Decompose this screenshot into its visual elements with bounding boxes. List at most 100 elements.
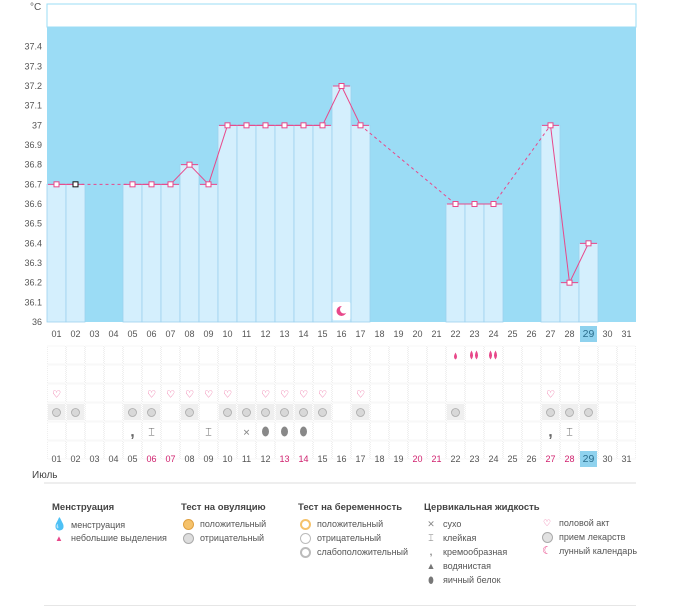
- x-tick-label: 16: [336, 329, 346, 339]
- temperature-point: [224, 122, 231, 129]
- plot-top-strip: [46, 3, 637, 28]
- x-tick-label: 25: [507, 329, 517, 339]
- legend-cervical-eggwhite: ⬮ яичный белок: [424, 573, 540, 587]
- grid-cell: [560, 383, 579, 403]
- grid-cell: [617, 345, 636, 365]
- grid-cell: [199, 345, 218, 365]
- grid-cell: [332, 421, 351, 441]
- grid-cell: [579, 345, 598, 365]
- today-highlight: [580, 326, 597, 342]
- grid-cell: [218, 440, 237, 460]
- pregnancy-negative-icon: [298, 531, 312, 545]
- grid-cell: [484, 383, 503, 403]
- grid-cell: [389, 421, 408, 441]
- temperature-line-segment: [341, 85, 361, 126]
- y-tick-label: 37.3: [24, 61, 42, 71]
- cervical-sticky-icon: ⌶: [205, 426, 212, 439]
- grid-cell: [427, 440, 446, 460]
- grid-cell: [408, 421, 427, 441]
- grid-cell: [351, 383, 370, 403]
- grid-cell: [199, 383, 218, 403]
- grid-cell: [199, 364, 218, 384]
- grid-cell: [484, 440, 503, 460]
- grid-cell: [161, 345, 180, 365]
- grid-cell: [617, 402, 636, 422]
- cervical-dry-icon: ✕: [243, 428, 251, 438]
- medicine-pill-icon: [261, 408, 270, 417]
- grid-cell: [294, 383, 313, 403]
- temperature-bar: [464, 203, 485, 323]
- intercourse-heart-icon: ♡: [261, 390, 270, 401]
- temperature-point: [53, 181, 60, 188]
- temperature-point: [300, 122, 307, 129]
- bottom-day-label: 16: [336, 454, 346, 464]
- grid-cell: [256, 383, 275, 403]
- y-tick-label: 36.5: [24, 219, 42, 229]
- grid-cell: [123, 345, 142, 365]
- y-tick-label: 37.1: [24, 101, 42, 111]
- menstruation-icon: [489, 350, 497, 360]
- grid-cell: [161, 440, 180, 460]
- temperature-line-segment: [360, 124, 456, 205]
- grid-cell: [47, 364, 66, 384]
- grid-cell: [370, 440, 389, 460]
- temperature-point: [186, 161, 193, 168]
- x-tick-label: 31: [621, 329, 631, 339]
- grid-cell: [389, 364, 408, 384]
- grid-cell: [161, 421, 180, 441]
- temperature-bar: [293, 124, 314, 323]
- grid-cell: [123, 402, 142, 422]
- grid-cell: [256, 402, 275, 422]
- grid-cell: [85, 402, 104, 422]
- grid-cell: [85, 364, 104, 384]
- dry-icon: ✕: [427, 519, 435, 529]
- grid-cell: [427, 364, 446, 384]
- grid-cell: [66, 364, 85, 384]
- bottom-day-label: 13: [279, 454, 289, 464]
- menstruation-icon: [470, 350, 478, 360]
- grid-cell: [351, 364, 370, 384]
- grid-cell: [503, 364, 522, 384]
- spotting-icon: [454, 352, 457, 360]
- watery-icon: ▲: [426, 561, 436, 571]
- bottom-day-label: 11: [242, 454, 251, 464]
- intercourse-heart-icon: ♡: [166, 390, 175, 401]
- grid-cell: [104, 440, 123, 460]
- bottom-day-label: 29: [583, 453, 595, 465]
- temperature-point: [148, 181, 155, 188]
- x-tick-label: 23: [469, 329, 479, 339]
- grid-cell: [446, 421, 465, 441]
- medicine-pill-icon: [356, 408, 365, 417]
- grid-cell: [47, 345, 66, 365]
- grid-cell: [180, 440, 199, 460]
- grid-cell: [180, 364, 199, 384]
- grid-cell: [541, 345, 560, 365]
- temperature-bar: [255, 124, 276, 323]
- grid-cell: [142, 421, 161, 441]
- grid-cell: [218, 383, 237, 403]
- medicine-pill-icon: [299, 408, 308, 417]
- temperature-bar: [274, 124, 295, 323]
- temperature-bar: [217, 124, 238, 323]
- grid-cell: [294, 440, 313, 460]
- grid-cell: [522, 345, 541, 365]
- grid-cell: [617, 364, 636, 384]
- temperature-bar: [198, 183, 219, 323]
- grid-cell: [104, 383, 123, 403]
- grid-cell: [484, 421, 503, 441]
- grid-cell: [85, 421, 104, 441]
- legend-ovulation-positive: положительный: [181, 517, 266, 531]
- grid-cell: [579, 383, 598, 403]
- grid-cell: [370, 383, 389, 403]
- legend-cervical-sticky: ⌶ клейкая: [424, 531, 540, 545]
- x-tick-label: 13: [279, 329, 289, 339]
- temperature-point: [129, 181, 136, 188]
- x-tick-label: 08: [184, 329, 194, 339]
- temperature-point: [281, 122, 288, 129]
- grid-cell: [541, 383, 560, 403]
- grid-cell: [275, 421, 294, 441]
- x-tick-label: 24: [488, 329, 498, 339]
- grid-cell: [237, 440, 256, 460]
- grid-cell: [294, 345, 313, 365]
- legend-ovulation-negative: отрицательный: [181, 531, 266, 545]
